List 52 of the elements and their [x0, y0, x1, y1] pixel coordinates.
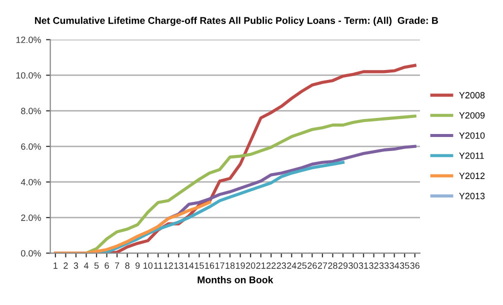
x-tick-label: 31 — [358, 262, 368, 269]
chart-title: Net Cumulative Lifetime Charge-off Rates All Public Policy Loans - Term: (All) Grade: B — [35, 16, 438, 26]
x-tick-label: 5 — [94, 262, 99, 269]
y-tick-label: 12.0% — [16, 36, 41, 44]
legend-label: Y2009 — [459, 112, 485, 119]
x-tick-label: 8 — [125, 262, 130, 269]
x-tick-label: 12 — [164, 262, 173, 269]
x-tick-label: 9 — [136, 262, 140, 269]
legend-label: Y2010 — [459, 132, 485, 139]
x-tick-label: 14 — [184, 262, 194, 269]
x-tick-label: 22 — [266, 262, 276, 269]
x-tick-label: 26 — [308, 262, 317, 269]
x-axis-title: Months on Book — [198, 276, 274, 284]
x-tick-label: 18 — [226, 262, 235, 269]
x-tick-label: 28 — [328, 262, 338, 269]
x-tick-label: 23 — [276, 262, 286, 269]
x-tick-label: 3 — [74, 262, 78, 269]
x-tick-label: 27 — [318, 262, 328, 269]
legend-label: Y2012 — [459, 172, 485, 180]
x-tick-label: 24 — [287, 262, 296, 269]
y-tick-label: 6.0% — [21, 143, 41, 150]
x-tick-label: 36 — [410, 262, 420, 269]
x-tick-label: 1 — [54, 262, 58, 269]
x-tick-label: 21 — [256, 262, 266, 269]
y-tick-label: 2.0% — [21, 214, 41, 221]
y-tick-label: 0.0% — [21, 250, 41, 257]
x-tick-label: 7 — [115, 262, 120, 269]
x-tick-label: 33 — [379, 262, 389, 269]
x-tick-label: 20 — [246, 262, 256, 269]
y-tick-label: 4.0% — [20, 178, 41, 186]
x-tick-label: 34 — [390, 262, 400, 269]
x-tick-label: 11 — [154, 262, 162, 269]
legend-label: Y2013 — [459, 192, 485, 200]
x-tick-label: 10 — [144, 262, 153, 269]
x-tick-label: 13 — [174, 262, 184, 269]
x-tick-label: 29 — [338, 262, 348, 269]
legend-label: Y2011 — [459, 152, 484, 159]
x-tick-label: 16 — [205, 262, 214, 269]
x-tick-label: 15 — [194, 262, 204, 269]
x-tick-label: 25 — [297, 262, 307, 269]
x-tick-label: 6 — [104, 262, 109, 269]
x-tick-label: 35 — [400, 262, 410, 269]
x-tick-label: 19 — [236, 262, 245, 269]
x-tick-label: 30 — [348, 262, 358, 269]
legend-label: Y2008 — [459, 92, 485, 98]
line-series — [54, 200, 212, 254]
x-tick-label: 32 — [369, 262, 378, 269]
y-tick-label: 8.0% — [21, 108, 41, 114]
x-tick-label: 17 — [215, 262, 224, 269]
x-tick-label: 2 — [64, 262, 68, 269]
x-tick-label: 4 — [84, 262, 88, 269]
y-tick-label: 10.0% — [16, 72, 41, 79]
